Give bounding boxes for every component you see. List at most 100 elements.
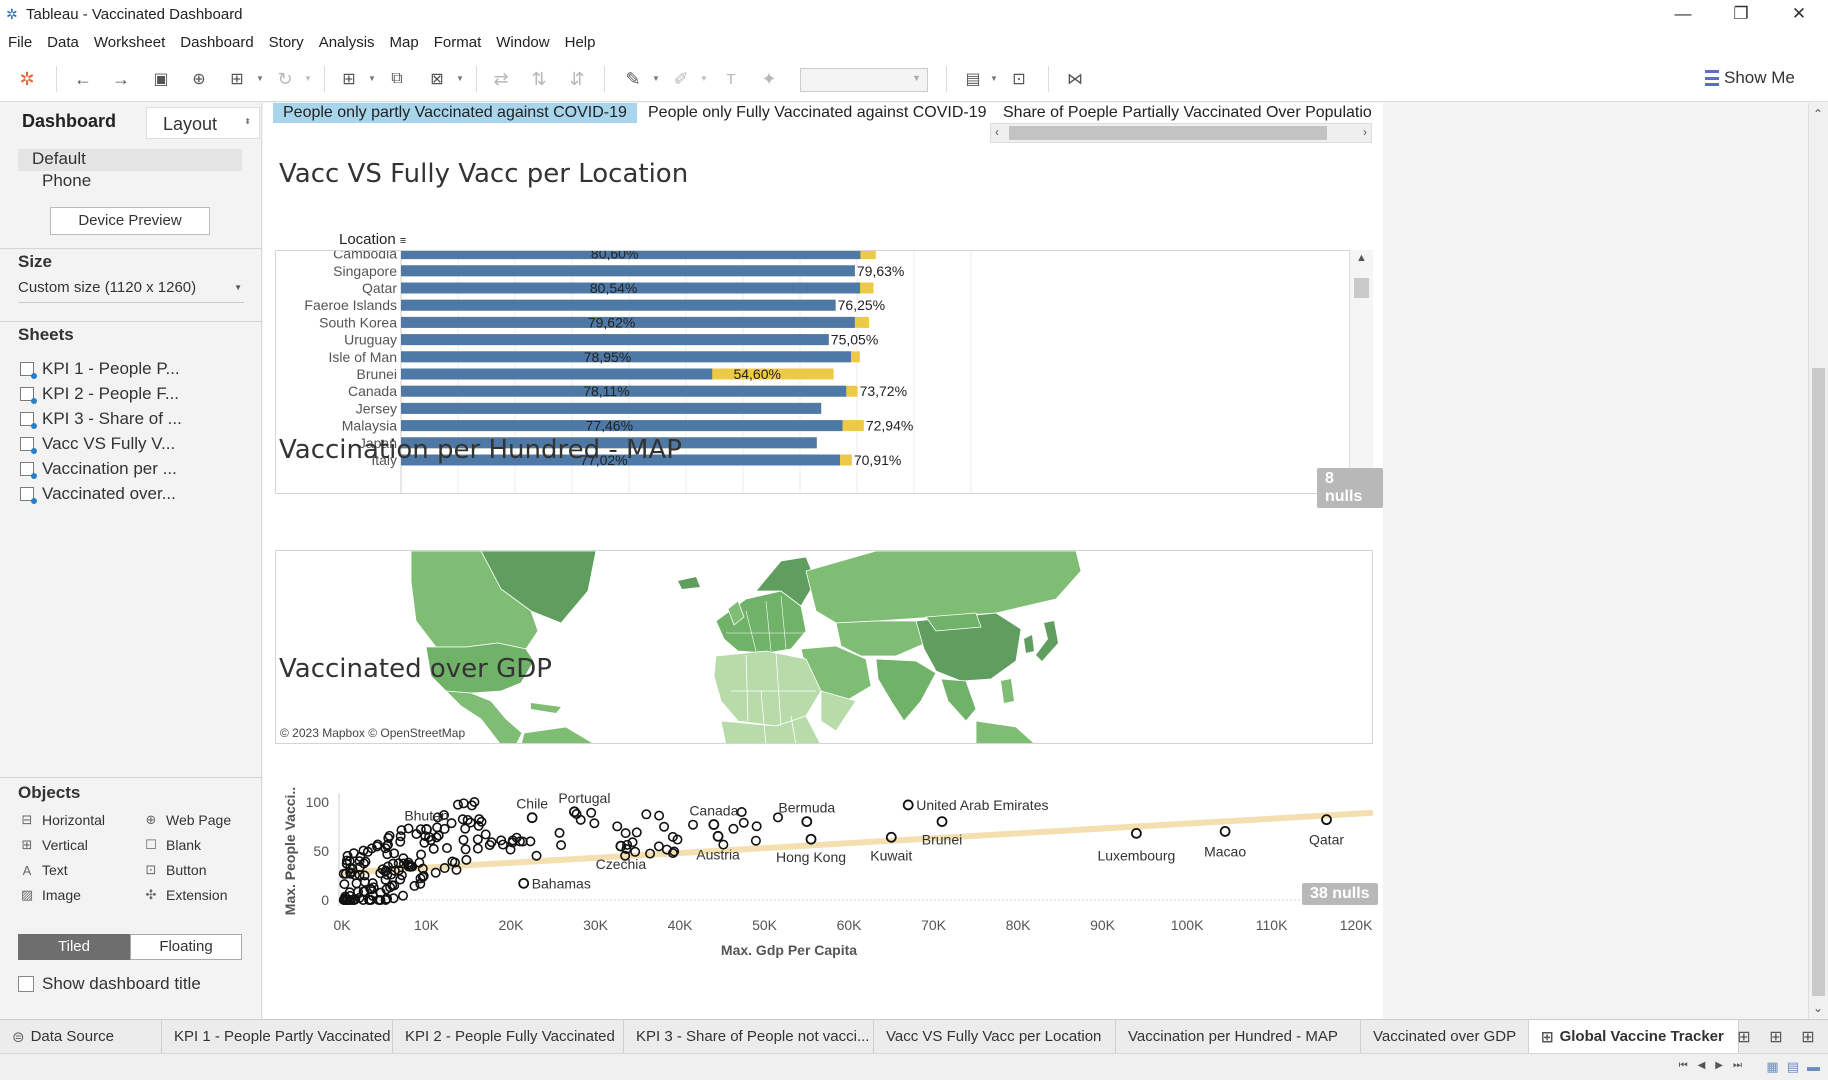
scatter-point[interactable]: [380, 874, 391, 885]
bar-fully[interactable]: [401, 265, 855, 277]
bar-chart-scrollbar[interactable]: ▲ ▼: [1349, 250, 1373, 494]
scatter-point[interactable]: [667, 831, 678, 842]
kpi-horizontal-scrollbar[interactable]: ‹ ›: [990, 123, 1372, 143]
scroll-up-icon[interactable]: ▲: [1356, 252, 1367, 264]
scatter-point[interactable]: [359, 870, 370, 881]
sheet-item[interactable]: Vacc VS Fully V...: [20, 433, 175, 455]
scatter-point[interactable]: [1130, 827, 1142, 839]
scatter-point[interactable]: [620, 850, 631, 861]
scatter-point[interactable]: [366, 884, 377, 895]
scatter-point[interactable]: [416, 849, 427, 860]
group-dropdown-icon[interactable]: ▼: [700, 74, 708, 83]
menu-map[interactable]: Map: [389, 33, 419, 51]
clear-dropdown-icon[interactable]: ▼: [456, 74, 464, 83]
scatter-point[interactable]: [751, 821, 762, 832]
scatter-point[interactable]: [554, 827, 565, 838]
scatter-point[interactable]: [805, 833, 817, 845]
new-worksheet-icon[interactable]: ⊞: [1737, 1029, 1751, 1046]
menu-file[interactable]: File: [8, 33, 33, 51]
scatter-point[interactable]: [460, 844, 471, 855]
object-text[interactable]: A Text: [18, 861, 68, 879]
scatter-point[interactable]: [712, 830, 724, 842]
scatter-point[interactable]: [375, 868, 386, 879]
scatter-point[interactable]: [460, 823, 471, 834]
scatter-point[interactable]: [728, 823, 739, 834]
tableau-home-icon[interactable]: ✲: [19, 68, 35, 89]
scatter-point[interactable]: [367, 878, 378, 889]
scatter-point[interactable]: [359, 886, 370, 897]
scatter-point[interactable]: [589, 818, 600, 829]
menu-format[interactable]: Format: [433, 33, 482, 51]
close-button[interactable]: ✕: [1791, 4, 1807, 23]
first-sheet-icon[interactable]: ⏮: [1678, 1060, 1688, 1071]
scatter-point[interactable]: [531, 850, 542, 861]
scatter-point[interactable]: [446, 818, 457, 829]
scatter-point[interactable]: [622, 839, 633, 850]
object-horizontal[interactable]: ⊟ Horizontal: [18, 811, 105, 829]
scatter-point[interactable]: [645, 848, 656, 859]
device-preview-button[interactable]: Device Preview: [50, 207, 210, 235]
scatter-point[interactable]: [393, 865, 404, 876]
scatter-point[interactable]: [432, 812, 443, 823]
new-sheet-dropdown-icon[interactable]: ▼: [368, 74, 376, 83]
scatter-point[interactable]: [518, 877, 530, 889]
scatter-point[interactable]: [362, 846, 373, 857]
sheet-item[interactable]: KPI 2 - People F...: [20, 383, 179, 405]
pause-dropdown-icon[interactable]: ▼: [256, 74, 264, 83]
new-story-icon[interactable]: ⊞: [1801, 1029, 1815, 1046]
show-cards-icon[interactable]: ▤: [965, 71, 981, 88]
share-icon[interactable]: ⋈: [1067, 71, 1083, 88]
new-dashboard-icon[interactable]: ⊞: [1769, 1029, 1783, 1046]
scatter-point[interactable]: [393, 858, 404, 869]
scatter-point[interactable]: [641, 809, 652, 820]
tab-global-vaccine-tracker[interactable]: ⊞ Global Vaccine Tracker: [1529, 1020, 1739, 1053]
scatter-point[interactable]: [387, 880, 398, 891]
presentation-mode-icon[interactable]: ⊡: [1012, 71, 1026, 88]
scatter-point[interactable]: [473, 820, 484, 831]
scatter-point[interactable]: [1321, 814, 1332, 826]
scatter-point[interactable]: [451, 864, 462, 875]
scatter-point[interactable]: [525, 836, 536, 847]
object-button[interactable]: ⊡ Button: [142, 861, 207, 879]
bar-fully[interactable]: [401, 316, 855, 328]
bar-fully[interactable]: [401, 299, 836, 311]
sheet-item[interactable]: KPI 1 - People P...: [20, 358, 180, 380]
swap-rows-columns-icon[interactable]: ⇄: [493, 68, 509, 89]
scatter-point[interactable]: [339, 879, 350, 890]
scatter-point[interactable]: [653, 841, 664, 852]
scatter-point[interactable]: [345, 868, 356, 879]
bar-fully[interactable]: [401, 351, 852, 363]
scatter-point[interactable]: [654, 810, 665, 821]
map-attribution[interactable]: © 2023 Mapbox © OpenStreetMap: [280, 726, 466, 740]
scroll-left-icon[interactable]: ‹: [995, 125, 999, 139]
scatter-point[interactable]: [474, 814, 485, 825]
scatter-point[interactable]: [568, 806, 580, 818]
sort-icon[interactable]: ≡: [399, 235, 407, 247]
scatter-point[interactable]: [630, 846, 641, 857]
scatter-point[interactable]: [411, 829, 422, 840]
menu-data[interactable]: Data: [47, 33, 79, 51]
scatter-point[interactable]: [718, 839, 729, 850]
scatter-point[interactable]: [428, 843, 439, 854]
scatter-point[interactable]: [382, 840, 393, 851]
scatter-point[interactable]: [395, 874, 406, 885]
scatter-point[interactable]: [620, 828, 631, 839]
scatter-point[interactable]: [384, 830, 395, 841]
scatter-point[interactable]: [461, 854, 472, 865]
device-default[interactable]: Default: [18, 149, 242, 171]
bar-fully[interactable]: [401, 282, 861, 294]
scatter-point[interactable]: [395, 836, 406, 847]
scatter-point[interactable]: [340, 868, 351, 879]
sheet-sorter-icon[interactable]: ▦: [1766, 1059, 1779, 1074]
bar-fully[interactable]: [401, 454, 841, 466]
scatter-point[interactable]: [425, 835, 436, 846]
sort-descending-icon[interactable]: ⇵: [569, 68, 585, 89]
sheet-item[interactable]: Vaccination per ...: [20, 458, 177, 480]
scroll-thumb[interactable]: [1354, 278, 1369, 298]
menu-analysis[interactable]: Analysis: [318, 33, 375, 51]
scatter-point[interactable]: [556, 840, 567, 851]
scroll-right-icon[interactable]: ›: [1363, 125, 1367, 139]
scatter-point[interactable]: [708, 819, 720, 830]
scatter-point[interactable]: [902, 799, 914, 811]
bar-fully[interactable]: [401, 385, 847, 397]
